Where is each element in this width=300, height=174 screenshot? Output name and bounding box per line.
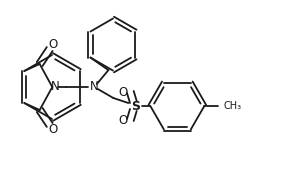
Text: O: O xyxy=(119,85,128,98)
Text: N: N xyxy=(90,81,99,93)
Text: O: O xyxy=(48,38,58,51)
Text: N: N xyxy=(51,81,60,93)
Text: CH₃: CH₃ xyxy=(223,101,242,111)
Text: O: O xyxy=(119,113,128,126)
Text: O: O xyxy=(48,123,58,136)
Text: S: S xyxy=(131,100,140,113)
